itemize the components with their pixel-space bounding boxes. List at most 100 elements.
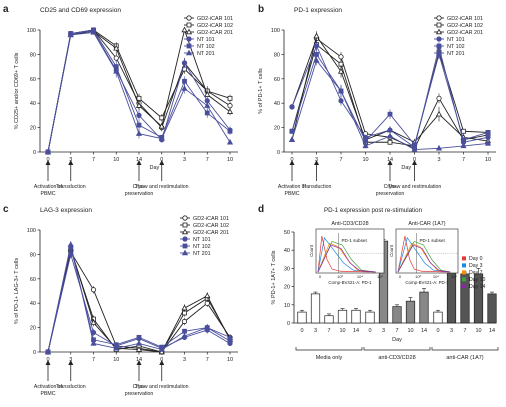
data-point: [289, 104, 295, 110]
inset-tick-label: 10³: [415, 274, 421, 279]
data-point: [90, 340, 97, 346]
panel-letter: d: [258, 204, 264, 215]
legend-label: GD2-iCAR 201: [193, 230, 229, 236]
legend-label: NT 101: [193, 237, 211, 243]
bar-group-anti-cd3-cd28: 0 3 7 10 14 anti-CD3/CD28: [363, 238, 431, 361]
x-tick-label: 7: [463, 328, 466, 334]
data-point: [158, 135, 165, 141]
x-tick-label: 0: [368, 328, 371, 334]
inset-tick-label: 10⁴: [433, 274, 439, 279]
panel-b: bPD-1 expression020406080100037101403710…: [258, 4, 496, 197]
x-tick-label: 10: [407, 328, 413, 334]
legend-marker: [435, 28, 443, 35]
data-point: [90, 319, 97, 325]
data-point: [135, 130, 143, 136]
y-tick-label: 0: [277, 150, 280, 156]
x-tick-label: 10: [113, 357, 119, 363]
inset-x-label: Comp-BV421-A: PD-1: [405, 280, 449, 285]
timeline-arrowhead: [45, 160, 51, 165]
data-point: [412, 142, 417, 148]
bar-group-anti-car-1a7-: 0 3 7 10 14 anti-CAR (1A7): [431, 240, 499, 361]
x-tick-label: 14: [353, 328, 359, 334]
legend-swatch: [462, 284, 466, 289]
y-axis-label: % CD25+ and/or CD69+ T cells: [14, 52, 20, 129]
data-point: [181, 332, 188, 339]
data-point: [44, 348, 52, 355]
data-point: [90, 287, 97, 293]
x-tick-label: 3: [183, 357, 186, 363]
series-nt-201: [44, 29, 234, 155]
legend-marker: [185, 28, 193, 35]
legend-marker: [436, 43, 442, 49]
legend-marker: [436, 36, 442, 42]
group-label: anti-CAR (1A7): [446, 355, 483, 361]
legend-label: NT 102: [193, 244, 211, 250]
bar: [324, 315, 334, 324]
data-point: [288, 136, 296, 143]
histogram-curve: [317, 236, 376, 273]
legend-label: Day 7: [469, 270, 483, 276]
data-point: [485, 134, 491, 140]
data-point: [313, 57, 320, 63]
x-tick-label: 7: [92, 157, 95, 163]
data-point: [387, 111, 393, 117]
gate-label: PD-1 subset: [341, 238, 367, 243]
inset-tick-label: 0: [319, 274, 322, 279]
data-point: [204, 292, 211, 299]
legend-swatch: [462, 263, 466, 268]
data-point: [204, 110, 210, 116]
panel-letter: a: [3, 4, 9, 15]
x-tick-label: 14: [421, 328, 427, 334]
data-point: [113, 68, 120, 74]
group-label: Media only: [316, 355, 343, 361]
timeline-arrowhead: [387, 160, 393, 165]
data-point: [226, 333, 234, 340]
y-tick-label: 0: [287, 321, 290, 327]
timeline-label: Cryo-: [384, 184, 397, 190]
inset-histogram: Anti-CD3/CD28 PD-1 subset Count 0 10³ 10⁴ 10⁵ C…: [309, 221, 385, 285]
histogram-curve: [317, 235, 376, 273]
data-point: [135, 340, 143, 346]
data-point: [436, 95, 442, 101]
legend-label: Day 14: [469, 284, 486, 290]
timeline-arrowhead: [412, 160, 417, 165]
x-tick-label: 10: [485, 157, 491, 163]
legend-label: Day 0: [469, 256, 483, 262]
histogram-curve: [397, 236, 451, 273]
x-tick-label: 7: [206, 157, 209, 163]
x-tick-label: 3: [437, 157, 440, 163]
histogram-curve: [397, 235, 451, 273]
data-point: [226, 138, 234, 145]
data-point: [227, 95, 233, 101]
legend-marker: [436, 15, 442, 21]
legend-marker: [435, 49, 443, 56]
legend-swatch: [462, 270, 466, 275]
timeline-arrowhead: [136, 160, 142, 165]
x-tick-label: 10: [339, 328, 345, 334]
panel-letter: c: [3, 204, 9, 215]
data-point: [461, 128, 466, 134]
legend-marker: [181, 249, 189, 256]
data-point: [460, 142, 467, 149]
y-tick-label: 50: [284, 230, 290, 236]
legend-label: GD2-iCAR 102: [193, 223, 229, 229]
timeline-label: Thaw and restimulation: [135, 384, 189, 390]
data-point: [181, 60, 188, 66]
data-point: [313, 32, 320, 39]
x-tick-label: 7: [339, 157, 342, 163]
legend-marker: [186, 36, 192, 42]
x-tick-label: 0: [436, 328, 439, 334]
data-point: [135, 346, 143, 352]
legend-label: Day 3: [469, 263, 483, 269]
y-tick-label: 60: [274, 77, 280, 83]
legend-label: NT 101: [447, 37, 465, 43]
data-point: [338, 98, 344, 104]
data-point: [113, 344, 120, 351]
series-nt-201: [44, 240, 234, 355]
y-tick-label: 40: [30, 101, 36, 107]
bar: [310, 293, 321, 324]
data-point: [181, 304, 188, 311]
data-point: [387, 127, 393, 133]
inset-tick-label: 10⁵: [377, 274, 383, 279]
data-point: [435, 144, 443, 151]
